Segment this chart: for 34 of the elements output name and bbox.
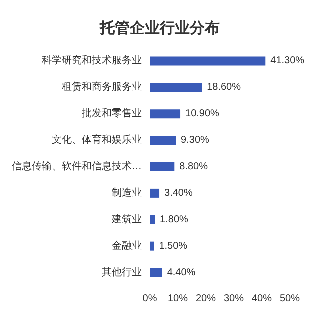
data-label: 1.50% (159, 240, 188, 252)
bar (150, 188, 160, 198)
y-tick-label: 制造业 (112, 186, 142, 199)
bar (150, 242, 154, 251)
x-tick-label: 20% (196, 294, 216, 304)
data-label: 10.90% (186, 108, 220, 120)
x-tick-label: 50% (280, 294, 300, 304)
y-tick-label: 信息传输、软件和信息技术… (12, 160, 142, 172)
x-tick-label: 30% (224, 294, 244, 304)
y-tick-label: 批发和零售业 (82, 108, 142, 120)
bar (150, 162, 175, 172)
x-tick-label: 10% (168, 294, 188, 304)
bar (150, 83, 202, 92)
y-tick-label: 其他行业 (102, 266, 142, 278)
y-tick-label: 文化、体育和娱乐业 (52, 134, 142, 146)
data-label: 8.80% (180, 162, 208, 172)
y-tick-label: 科学研究和技术服务业 (42, 54, 142, 67)
y-tick-label: 租赁和商务服务业 (62, 81, 142, 94)
data-label: 3.40% (164, 188, 193, 199)
y-tick-label: 建筑业 (111, 213, 142, 226)
bar (150, 136, 176, 146)
bar (150, 110, 181, 119)
data-label: 1.80% (160, 214, 189, 226)
data-label: 9.30% (181, 135, 210, 146)
chart-title: 托管企业行业分布 (99, 20, 220, 37)
data-label: 4.40% (167, 267, 196, 278)
y-tick-label: 金融业 (112, 240, 142, 252)
bar (150, 56, 266, 66)
data-label: 18.60% (207, 82, 242, 94)
data-label: 41.30% (270, 56, 305, 67)
bar (150, 268, 162, 278)
x-tick-label: 40% (252, 294, 272, 304)
bar (150, 215, 156, 224)
x-tick-label: 0% (142, 294, 158, 304)
